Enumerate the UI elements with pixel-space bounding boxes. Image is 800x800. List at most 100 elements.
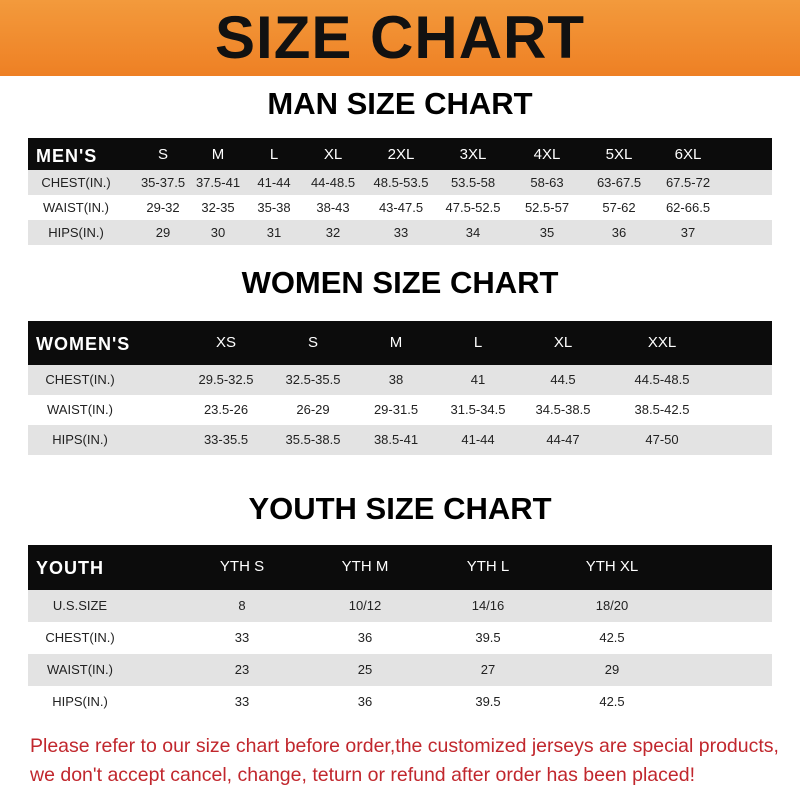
size-header: YTH S — [219, 558, 265, 575]
row-label: U.S.SIZE — [52, 598, 108, 613]
size-header: S — [157, 146, 169, 163]
table-row: CHEST(IN.) 29.5-32.5 32.5-35.5 38 41 44.5 44.5… — [28, 365, 772, 395]
measurement-cell: 18/20 — [595, 598, 629, 613]
measurement-cell: 29-32 — [146, 200, 180, 215]
measurement-cell: 35-37.5 — [140, 175, 186, 190]
measurement-cell: 23.5-26 — [203, 402, 249, 417]
measurement-cell: 58-63 — [530, 175, 564, 190]
size-header: YTH L — [466, 558, 510, 575]
measurement-cell: 36 — [357, 630, 373, 645]
table-row: HIPS(IN.) 29 30 31 32 33 34 35 36 37 — [28, 220, 772, 245]
table-label: MEN'S — [36, 146, 98, 166]
measurement-cell: 39.5 — [475, 630, 501, 645]
measurement-cell: 14/16 — [471, 598, 505, 613]
table-label: WOMEN'S — [36, 334, 131, 354]
measurement-cell: 29 — [604, 662, 620, 677]
row-label: HIPS(IN.) — [48, 225, 104, 240]
measurement-cell: 41-44 — [257, 175, 291, 190]
size-header: 5XL — [605, 146, 633, 163]
measurement-cell: 44.5-48.5 — [634, 372, 690, 387]
measurement-cell: 41-44 — [461, 432, 495, 447]
row-label: CHEST(IN.) — [41, 175, 111, 190]
measurement-cell: 33 — [234, 630, 250, 645]
measurement-cell: 47-50 — [645, 432, 679, 447]
measurement-cell: 32-35 — [201, 200, 235, 215]
banner-title: SIZE CHART — [215, 4, 585, 71]
measurement-cell: 38 — [388, 372, 404, 387]
notice-line-1: Please refer to our size chart before or… — [30, 735, 779, 757]
row-label: WAIST(IN.) — [43, 200, 109, 215]
men-section-title: MAN SIZE CHART — [267, 86, 533, 121]
measurement-cell: 35.5-38.5 — [285, 432, 341, 447]
measurement-cell: 39.5 — [475, 694, 501, 709]
measurement-cell: 42.5 — [599, 630, 625, 645]
measurement-cell: 47.5-52.5 — [445, 200, 501, 215]
banner: SIZE CHART — [0, 0, 800, 76]
row-label: CHEST(IN.) — [45, 630, 115, 645]
table-row: HIPS(IN.) 33 36 39.5 42.5 — [28, 686, 772, 718]
measurement-cell: 43-47.5 — [378, 200, 424, 215]
measurement-cell: 48.5-53.5 — [373, 175, 429, 190]
measurement-cell: 37 — [680, 225, 696, 240]
measurement-cell: 42.5 — [599, 694, 625, 709]
measurement-cell: 8 — [238, 598, 246, 613]
size-header: 4XL — [533, 146, 561, 163]
measurement-cell: 67.5-72 — [665, 175, 711, 190]
size-header: YTH XL — [585, 558, 639, 575]
table-row: HIPS(IN.) 33-35.5 35.5-38.5 38.5-41 41-44 44-… — [28, 425, 772, 455]
measurement-cell: 38.5-41 — [373, 432, 419, 447]
youth-section-title: YOUTH SIZE CHART — [248, 491, 552, 526]
size-header: L — [269, 146, 279, 163]
size-header: XS — [215, 334, 237, 351]
size-header: 2XL — [387, 146, 415, 163]
size-header: 6XL — [674, 146, 702, 163]
measurement-cell: 44-47 — [546, 432, 580, 447]
measurement-cell: 44-48.5 — [310, 175, 356, 190]
measurement-cell: 63-67.5 — [596, 175, 642, 190]
measurement-cell: 35 — [539, 225, 555, 240]
measurement-cell: 36 — [611, 225, 627, 240]
measurement-cell: 44.5 — [550, 372, 576, 387]
measurement-cell: 36 — [357, 694, 373, 709]
measurement-cell: 33 — [393, 225, 409, 240]
size-header: M — [389, 334, 403, 351]
size-header: XL — [553, 334, 573, 351]
measurement-cell: 32.5-35.5 — [285, 372, 341, 387]
measurement-cell: 41 — [470, 372, 486, 387]
measurement-cell: 26-29 — [296, 402, 330, 417]
men-header-row: MEN'S S M L XL 2XL 3XL 4XL 5XL 6XL — [28, 138, 772, 170]
measurement-cell: 29-31.5 — [373, 402, 419, 417]
measurement-cell: 53.5-58 — [450, 175, 496, 190]
row-label: WAIST(IN.) — [47, 662, 113, 677]
size-header: 3XL — [459, 146, 487, 163]
table-label: YOUTH — [36, 558, 104, 578]
size-header: XL — [323, 146, 343, 163]
measurement-cell: 33 — [234, 694, 250, 709]
size-header: YTH M — [341, 558, 389, 575]
measurement-cell: 37.5-41 — [195, 175, 241, 190]
measurement-cell: 30 — [210, 225, 226, 240]
row-label: WAIST(IN.) — [47, 402, 113, 417]
table-row: U.S.SIZE 8 10/12 14/16 18/20 — [28, 590, 772, 622]
notice-line-2: we don't accept cancel, change, teturn o… — [30, 764, 695, 786]
measurement-cell: 32 — [325, 225, 341, 240]
measurement-cell: 31.5-34.5 — [450, 402, 506, 417]
measurement-cell: 33-35.5 — [203, 432, 249, 447]
women-section-title: WOMEN SIZE CHART — [241, 265, 559, 300]
size-header: S — [307, 334, 319, 351]
size-header: XXL — [647, 334, 677, 351]
table-row: WAIST(IN.) 23.5-26 26-29 29-31.5 31.5-34.5 34… — [28, 395, 772, 425]
measurement-cell: 57-62 — [602, 200, 636, 215]
women-header-row: WOMEN'S XS S M L XL XXL — [28, 321, 772, 365]
size-header: M — [211, 146, 225, 163]
measurement-cell: 62-66.5 — [665, 200, 711, 215]
measurement-cell: 34 — [465, 225, 481, 240]
measurement-cell: 35-38 — [257, 200, 291, 215]
measurement-cell: 23 — [234, 662, 250, 677]
measurement-cell: 25 — [357, 662, 373, 677]
youth-header-row: YOUTH YTH S YTH M YTH L YTH XL — [28, 545, 772, 590]
row-label: HIPS(IN.) — [52, 432, 108, 447]
measurement-cell: 29.5-32.5 — [198, 372, 254, 387]
measurement-cell: 38.5-42.5 — [634, 402, 690, 417]
measurement-cell: 52.5-57 — [524, 200, 570, 215]
